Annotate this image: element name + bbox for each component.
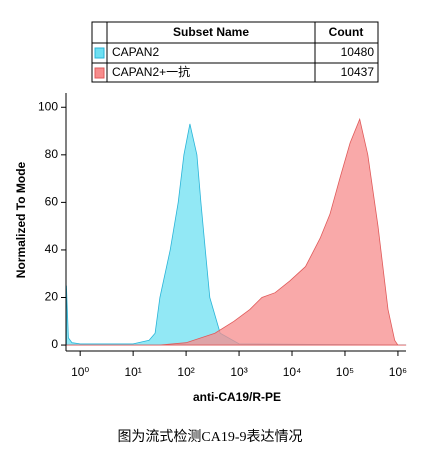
table-header: Subset Name — [173, 25, 249, 39]
legend-count: 10437 — [341, 65, 375, 79]
y-tick-label: 0 — [51, 337, 58, 351]
legend-table — [91, 21, 379, 83]
y-tick-label: 40 — [45, 242, 59, 256]
x-tick-label: 10¹ — [124, 365, 141, 379]
legend-count: 10480 — [341, 45, 375, 59]
x-tick-label: 10⁶ — [389, 365, 407, 379]
y-axis-label: Normalized To Mode — [14, 161, 28, 278]
x-tick-label: 10² — [177, 365, 194, 379]
x-tick-label: 10⁰ — [71, 365, 89, 379]
table-header: Count — [329, 25, 364, 39]
y-tick-label: 60 — [45, 195, 59, 209]
x-axis-label: anti-CA19/R-PE — [193, 390, 281, 404]
legend-label: CAPAN2+一抗 — [112, 64, 190, 79]
x-tick-label: 10³ — [230, 365, 247, 379]
x-tick-label: 10⁴ — [283, 365, 302, 379]
legend-label: CAPAN2 — [112, 45, 159, 59]
caption: 图为流式检测CA19-9表达情况 — [117, 429, 302, 445]
legend-swatch — [94, 67, 105, 79]
legend-swatch — [94, 47, 105, 59]
y-tick-label: 100 — [38, 99, 58, 113]
x-tick-label: 10⁵ — [336, 365, 354, 379]
y-tick-label: 20 — [45, 290, 59, 304]
histogram-area — [66, 117, 407, 346]
y-tick-label: 80 — [45, 147, 59, 161]
